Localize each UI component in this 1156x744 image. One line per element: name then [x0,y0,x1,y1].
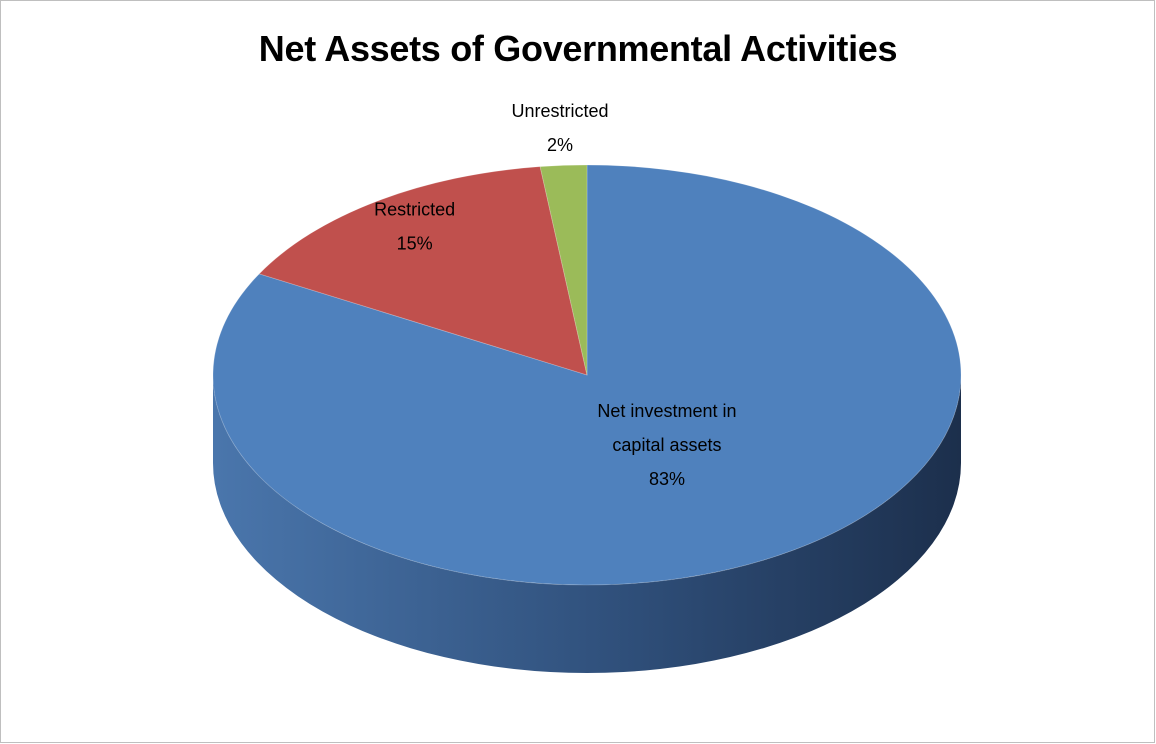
pie-side-wall [213,375,961,673]
pie-slice-3 [539,164,588,376]
pie-slice-1 [212,164,962,586]
slice-3-percent-label: 2% [547,135,573,155]
slice-1-percent-label: 83% [649,469,685,489]
pie-slice-2 [258,166,588,376]
slice-3-label: Unrestricted [511,101,608,121]
slice-2-label: Restricted [374,200,455,220]
slice-2-percent-label: 15% [397,234,433,254]
slice-1-label: Net investment in [597,401,736,421]
chart-title: Net Assets of Governmental Activities [258,28,898,69]
slice-1-label: capital assets [612,435,721,455]
